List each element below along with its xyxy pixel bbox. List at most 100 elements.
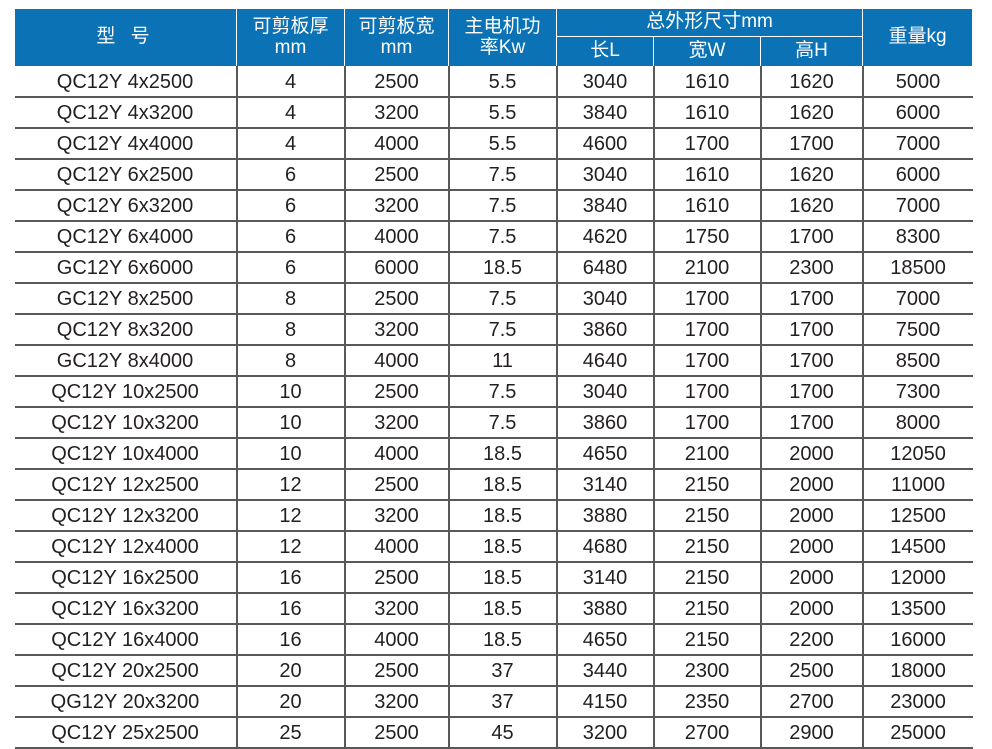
cell-shear-thickness: 16 xyxy=(235,624,346,656)
cell-shear-width: 4000 xyxy=(343,438,450,470)
cell-model: QC12Y 4x2500 xyxy=(14,66,238,98)
table-row: QC12Y 4x2500 4 2500 5.5 3040 1610 1620 5000 xyxy=(14,66,973,98)
cell-shear-thickness: 6 xyxy=(235,221,346,253)
cell-weight: 7000 xyxy=(861,283,973,315)
cell-motor-power: 11 xyxy=(447,345,558,377)
cell-weight: 6000 xyxy=(861,97,973,129)
cell-weight: 7300 xyxy=(861,376,973,408)
cell-motor-power: 18.5 xyxy=(447,252,558,284)
cell-motor-power: 7.5 xyxy=(447,283,558,315)
cell-shear-thickness: 8 xyxy=(235,345,346,377)
cell-model: QC12Y 6x3200 xyxy=(14,190,238,222)
cell-motor-power: 45 xyxy=(447,717,558,749)
cell-shear-width: 3200 xyxy=(343,500,450,532)
cell-shear-width: 4000 xyxy=(343,128,450,160)
header-weight: 重量kg xyxy=(862,8,974,67)
cell-motor-power: 7.5 xyxy=(447,376,558,408)
cell-dimension-length: 3040 xyxy=(555,66,655,98)
cell-dimension-width: 1610 xyxy=(652,159,762,191)
cell-dimension-height: 1620 xyxy=(759,66,864,98)
table-row: QC12Y 25x2500 25 2500 45 3200 2700 2900 25000 xyxy=(14,717,973,749)
cell-shear-thickness: 6 xyxy=(235,159,346,191)
cell-dimension-length: 4650 xyxy=(555,438,655,470)
cell-dimension-width: 2150 xyxy=(652,562,762,594)
cell-shear-thickness: 10 xyxy=(235,376,346,408)
cell-shear-width: 2500 xyxy=(343,717,450,749)
cell-motor-power: 7.5 xyxy=(447,190,558,222)
cell-model: QC12Y 10x4000 xyxy=(14,438,238,470)
specification-table-container: 型 号 可剪板厚 mm 可剪板宽 mm 主电机功 率Kw 总外形尺寸mm 重量k… xyxy=(14,8,974,749)
table-row: QC12Y 6x2500 6 2500 7.5 3040 1610 1620 6000 xyxy=(14,159,973,191)
cell-shear-width: 2500 xyxy=(343,469,450,501)
cell-dimension-height: 2900 xyxy=(759,717,864,749)
specification-table: 型 号 可剪板厚 mm 可剪板宽 mm 主电机功 率Kw 总外形尺寸mm 重量k… xyxy=(14,8,974,749)
cell-dimension-width: 1700 xyxy=(652,345,762,377)
cell-shear-thickness: 6 xyxy=(235,252,346,284)
cell-weight: 7000 xyxy=(861,190,973,222)
cell-dimension-height: 2000 xyxy=(759,562,864,594)
cell-dimension-width: 2300 xyxy=(652,655,762,687)
cell-shear-thickness: 8 xyxy=(235,283,346,315)
cell-weight: 8500 xyxy=(861,345,973,377)
cell-motor-power: 18.5 xyxy=(447,624,558,656)
table-row: QC12Y 4x4000 4 4000 5.5 4600 1700 1700 7000 xyxy=(14,128,973,160)
table-row: QC12Y 6x3200 6 3200 7.5 3840 1610 1620 7000 xyxy=(14,190,973,222)
cell-dimension-width: 2350 xyxy=(652,686,762,718)
cell-weight: 11000 xyxy=(861,469,973,501)
header-dimension-width: 宽W xyxy=(653,36,761,67)
cell-dimension-length: 4620 xyxy=(555,221,655,253)
cell-model: QC12Y 6x4000 xyxy=(14,221,238,253)
cell-shear-thickness: 10 xyxy=(235,438,346,470)
cell-dimension-height: 1620 xyxy=(759,97,864,129)
cell-dimension-width: 2150 xyxy=(652,531,762,563)
cell-weight: 16000 xyxy=(861,624,973,656)
table-row: QC12Y 10x4000 10 4000 18.5 4650 2100 2000 12050 xyxy=(14,438,973,470)
cell-dimension-height: 2000 xyxy=(759,500,864,532)
table-row: GC12Y 8x4000 8 4000 11 4640 1700 1700 8500 xyxy=(14,345,973,377)
cell-dimension-length: 6480 xyxy=(555,252,655,284)
cell-dimension-length: 3140 xyxy=(555,469,655,501)
cell-dimension-length: 3840 xyxy=(555,97,655,129)
cell-dimension-height: 2000 xyxy=(759,531,864,563)
cell-model: GC12Y 8x4000 xyxy=(14,345,238,377)
table-row: QC12Y 6x4000 6 4000 7.5 4620 1750 1700 8300 xyxy=(14,221,973,253)
cell-weight: 18000 xyxy=(861,655,973,687)
cell-dimension-length: 3040 xyxy=(555,376,655,408)
cell-dimension-length: 3840 xyxy=(555,190,655,222)
cell-motor-power: 5.5 xyxy=(447,128,558,160)
table-row: QC12Y 12x3200 12 3200 18.5 3880 2150 2000 12500 xyxy=(14,500,973,532)
header-shear-thickness-line1: 可剪板厚 xyxy=(252,15,329,37)
cell-dimension-length: 3880 xyxy=(555,500,655,532)
table-row: QC12Y 12x2500 12 2500 18.5 3140 2150 2000 11000 xyxy=(14,469,973,501)
header-motor-power: 主电机功 率Kw xyxy=(448,8,557,67)
cell-dimension-width: 1700 xyxy=(652,376,762,408)
cell-shear-thickness: 12 xyxy=(235,500,346,532)
cell-dimension-length: 4650 xyxy=(555,624,655,656)
cell-motor-power: 18.5 xyxy=(447,593,558,625)
cell-shear-width: 3200 xyxy=(343,314,450,346)
cell-shear-thickness: 4 xyxy=(235,128,346,160)
cell-weight: 14500 xyxy=(861,531,973,563)
cell-shear-width: 4000 xyxy=(343,624,450,656)
table-row: QC12Y 10x2500 10 2500 7.5 3040 1700 1700 7300 xyxy=(14,376,973,408)
cell-motor-power: 18.5 xyxy=(447,438,558,470)
cell-dimension-length: 3040 xyxy=(555,283,655,315)
cell-dimension-height: 1700 xyxy=(759,128,864,160)
table-row: GC12Y 6x6000 6 6000 18.5 6480 2100 2300 18500 xyxy=(14,252,973,284)
cell-shear-width: 2500 xyxy=(343,283,450,315)
cell-dimension-width: 1610 xyxy=(652,190,762,222)
cell-shear-thickness: 20 xyxy=(235,686,346,718)
cell-weight: 25000 xyxy=(861,717,973,749)
cell-motor-power: 18.5 xyxy=(447,531,558,563)
cell-motor-power: 18.5 xyxy=(447,500,558,532)
cell-weight: 13500 xyxy=(861,593,973,625)
cell-shear-thickness: 12 xyxy=(235,469,346,501)
cell-dimension-height: 1700 xyxy=(759,376,864,408)
table-row: QC12Y 20x2500 20 2500 37 3440 2300 2500 18000 xyxy=(14,655,973,687)
cell-weight: 23000 xyxy=(861,686,973,718)
table-row: QC12Y 16x3200 16 3200 18.5 3880 2150 2000 13500 xyxy=(14,593,973,625)
cell-model: QC12Y 16x4000 xyxy=(14,624,238,656)
cell-dimension-height: 2000 xyxy=(759,469,864,501)
table-row: GC12Y 8x2500 8 2500 7.5 3040 1700 1700 7000 xyxy=(14,283,973,315)
cell-dimension-length: 4600 xyxy=(555,128,655,160)
